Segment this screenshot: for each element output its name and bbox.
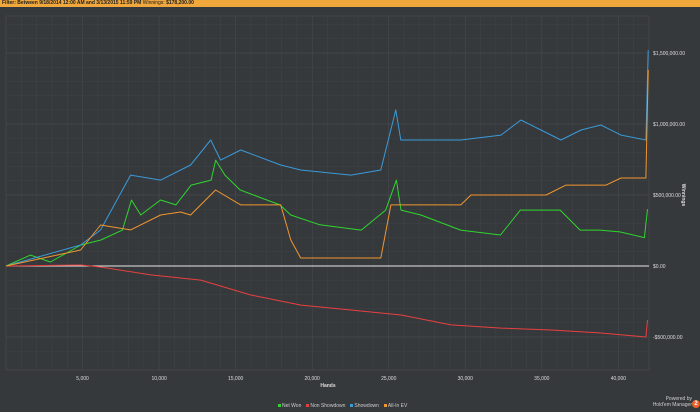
series-all-in-ev [5, 69, 649, 267]
filter-bar: Filter: Between 9/18/2014 12:00 AM and 3… [0, 0, 700, 7]
x-tick-label: 5,000 [76, 376, 89, 382]
x-axis-label: Hands [320, 383, 336, 389]
x-tick-label: 40,000 [611, 376, 627, 382]
filter-label: Filter: [2, 0, 16, 6]
winnings-value: $178,200.00 [166, 0, 194, 6]
powered-by: Powered by [665, 396, 692, 402]
legend-swatch [306, 404, 310, 408]
legend-label: Showdown [354, 403, 379, 409]
branding: Powered by Hold'em Manager [653, 396, 692, 408]
legend-label: All-In EV [387, 403, 408, 409]
series-showdown [5, 50, 649, 267]
x-tick-label: 30,000 [458, 376, 474, 382]
product-name: Hold'em Manager [652, 402, 692, 408]
y-tick-label: $1,500,000.00 [653, 51, 685, 57]
legend-label: Net Won [282, 403, 302, 409]
x-tick-label: 20,000 [305, 376, 321, 382]
x-tick-label: 25,000 [381, 376, 397, 382]
legend-item[interactable]: All-In EV [383, 403, 408, 409]
legend-item[interactable]: Non Showdown [306, 403, 345, 409]
winnings-label: Winnings: [142, 0, 165, 6]
series-lines [5, 50, 649, 338]
y-tick-label: $1,000,000.00 [653, 122, 685, 128]
legend-label: Non Showdown [310, 403, 346, 409]
series-net-won [5, 159, 648, 267]
y-ticks: -$500,000.00 $0.00 $500,000.00 $1,000,000.0… [653, 51, 685, 341]
filter-range: Between 9/18/2014 12:00 AM and 3/13/2015… [17, 0, 142, 6]
x-tick-label: 10,000 [151, 376, 167, 382]
y-tick-label: $0.00 [653, 264, 666, 270]
legend: Net Won Non Showdown Showdown All-In EV [278, 403, 407, 409]
legend-swatch [350, 404, 354, 408]
legend-item[interactable]: Showdown [350, 403, 379, 409]
series-non-showdown [5, 264, 648, 338]
x-tick-label: 15,000 [228, 376, 244, 382]
grid [5, 15, 650, 371]
x-ticks: 5,000 10,000 15,000 20,000 25,000 30,000 35,00… [76, 376, 626, 382]
x-tick-label: 35,000 [534, 376, 550, 382]
y-tick-label: -$500,000.00 [653, 335, 683, 341]
legend-item[interactable]: Net Won [278, 403, 301, 409]
y-tick-label: $500,000.00 [653, 193, 681, 199]
hem-logo-icon: 2 [692, 400, 700, 408]
legend-swatch [278, 404, 281, 408]
y-axis-label: Winnings [680, 184, 686, 207]
legend-swatch [383, 404, 387, 408]
